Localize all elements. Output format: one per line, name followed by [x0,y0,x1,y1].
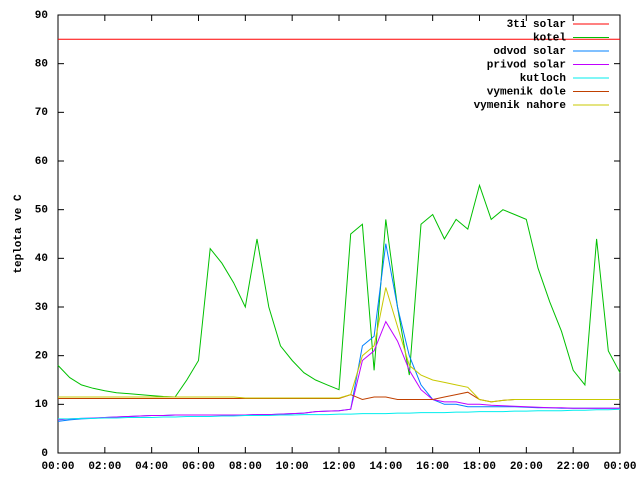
x-tick-label: 08:00 [229,461,262,473]
y-tick-label: 70 [35,107,48,119]
x-tick-label: 04:00 [135,461,168,473]
legend-label: vymenik dole [487,86,567,98]
series-line [57,183,621,398]
y-tick-label: 60 [35,156,48,168]
x-tick-label: 14:00 [369,461,402,473]
y-axis-label: teplota ve C [13,194,25,274]
x-tick-label: 00:00 [41,461,74,473]
y-tick-label: 40 [35,253,48,265]
y-tick-label: 10 [35,399,48,411]
x-tick-label: 20:00 [510,461,543,473]
x-tick-label: 10:00 [276,461,309,473]
x-tick-label: 02:00 [88,461,121,473]
y-tick-label: 80 [35,59,48,71]
legend-label: privod solar [487,59,566,71]
legend-label: 3ti solar [507,19,566,31]
legend-label: kutloch [520,73,566,85]
y-tick-label: 30 [35,302,48,314]
x-tick-label: 00:00 [603,461,636,473]
y-tick-label: 90 [35,10,48,22]
series-line [58,408,621,420]
y-tick-label: 50 [35,205,48,217]
y-tick-label: 20 [35,351,48,363]
y-tick-label: 0 [41,448,48,460]
x-tick-label: 06:00 [182,461,215,473]
x-tick-label: 18:00 [463,461,496,473]
legend-label: odvod solar [493,46,566,58]
x-tick-label: 22:00 [557,461,590,473]
series-line [57,320,620,421]
legend-label: kotel [533,32,566,44]
x-tick-label: 12:00 [322,461,355,473]
series-line [58,287,620,403]
x-tick-label: 16:00 [416,461,449,473]
legend-label: vymenik nahore [474,100,567,112]
